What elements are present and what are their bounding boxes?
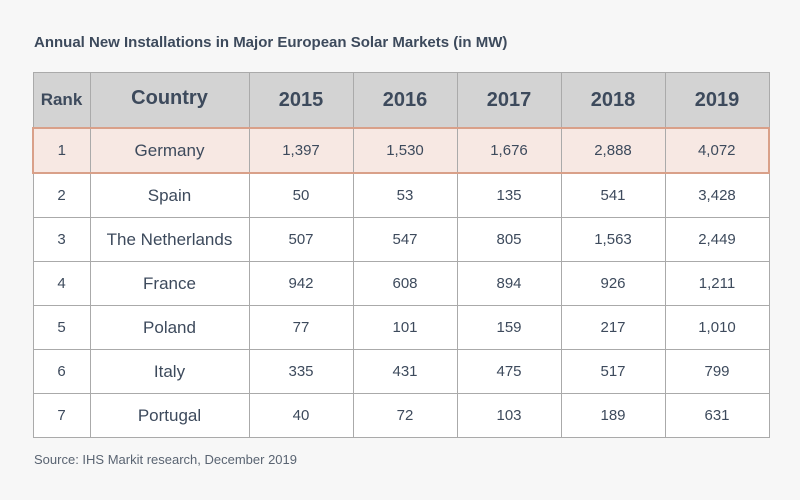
cell-value: 799 — [664, 349, 770, 394]
cell-value: 189 — [560, 393, 666, 438]
cell-value: 53 — [352, 172, 458, 218]
header-year: 2019 — [664, 72, 770, 129]
cell-value: 805 — [456, 217, 562, 262]
cell-country: Portugal — [89, 393, 250, 438]
cell-value: 159 — [456, 305, 562, 350]
cell-country: Italy — [89, 349, 250, 394]
cell-value: 1,530 — [352, 127, 458, 174]
cell-value: 3,428 — [664, 172, 770, 218]
source-note: Source: IHS Markit research, December 20… — [34, 452, 297, 467]
cell-value: 631 — [664, 393, 770, 438]
cell-value: 50 — [248, 172, 354, 218]
header-year: 2017 — [456, 72, 562, 129]
table-header: Rank Country 2015 2016 2017 2018 2019 — [32, 72, 770, 129]
cell-value: 217 — [560, 305, 666, 350]
cell-value: 103 — [456, 393, 562, 438]
cell-value: 517 — [560, 349, 666, 394]
cell-value: 101 — [352, 305, 458, 350]
table-body: 1 Germany 1,397 1,530 1,676 2,888 4,072 … — [32, 127, 770, 438]
cell-value: 507 — [248, 217, 354, 262]
cell-rank: 7 — [32, 393, 91, 438]
table-row: 1 Germany 1,397 1,530 1,676 2,888 4,072 — [32, 127, 770, 174]
cell-value: 431 — [352, 349, 458, 394]
cell-value: 77 — [248, 305, 354, 350]
cell-value: 40 — [248, 393, 354, 438]
cell-value: 547 — [352, 217, 458, 262]
cell-value: 942 — [248, 261, 354, 306]
cell-value: 2,888 — [560, 127, 666, 174]
cell-value: 475 — [456, 349, 562, 394]
cell-rank: 5 — [32, 305, 91, 350]
table-row: 5 Poland 77 101 159 217 1,010 — [32, 305, 770, 350]
cell-value: 2,449 — [664, 217, 770, 262]
cell-value: 1,397 — [248, 127, 354, 174]
cell-value: 4,072 — [664, 127, 770, 174]
cell-rank: 2 — [32, 172, 91, 218]
cell-value: 1,211 — [664, 261, 770, 306]
table-row: 4 France 942 608 894 926 1,211 — [32, 261, 770, 306]
cell-rank: 1 — [32, 127, 91, 174]
header-year: 2016 — [352, 72, 458, 129]
header-rank: Rank — [32, 72, 91, 129]
table-title: Annual New Installations in Major Europe… — [34, 34, 508, 51]
cell-value: 541 — [560, 172, 666, 218]
table-row: 6 Italy 335 431 475 517 799 — [32, 349, 770, 394]
header-year: 2018 — [560, 72, 666, 129]
cell-country: Spain — [89, 172, 250, 218]
cell-value: 1,563 — [560, 217, 666, 262]
cell-country: Germany — [89, 127, 250, 174]
cell-value: 1,010 — [664, 305, 770, 350]
table-row: 3 The Netherlands 507 547 805 1,563 2,44… — [32, 217, 770, 262]
cell-value: 335 — [248, 349, 354, 394]
cell-country: France — [89, 261, 250, 306]
header-country: Country — [89, 72, 250, 129]
cell-value: 608 — [352, 261, 458, 306]
cell-value: 72 — [352, 393, 458, 438]
cell-country: The Netherlands — [89, 217, 250, 262]
installations-table: Rank Country 2015 2016 2017 2018 2019 1 … — [32, 72, 770, 438]
header-year: 2015 — [248, 72, 354, 129]
cell-value: 135 — [456, 172, 562, 218]
cell-value: 894 — [456, 261, 562, 306]
header-row: Rank Country 2015 2016 2017 2018 2019 — [32, 72, 770, 129]
cell-rank: 6 — [32, 349, 91, 394]
cell-country: Poland — [89, 305, 250, 350]
cell-rank: 3 — [32, 217, 91, 262]
table-row: 2 Spain 50 53 135 541 3,428 — [32, 172, 770, 218]
cell-value: 926 — [560, 261, 666, 306]
table-row: 7 Portugal 40 72 103 189 631 — [32, 393, 770, 438]
cell-value: 1,676 — [456, 127, 562, 174]
cell-rank: 4 — [32, 261, 91, 306]
